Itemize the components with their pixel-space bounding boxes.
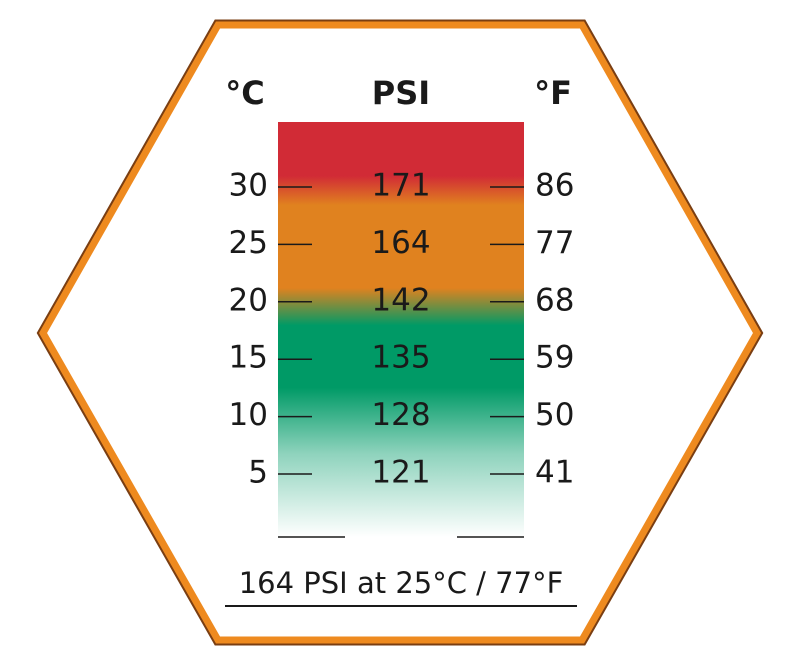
header-celsius: °C [225,74,264,112]
header-fahrenheit: °F [534,74,572,112]
gradient-bar [278,122,524,537]
fahrenheit-value: 77 [535,225,574,261]
psi-value: 121 [371,455,430,491]
fahrenheit-value: 59 [535,340,574,376]
celsius-value: 30 [229,168,268,204]
celsius-value: 20 [229,282,268,318]
fahrenheit-value: 86 [535,168,574,204]
fahrenheit-value: 50 [535,397,574,433]
celsius-value: 10 [229,397,268,433]
celsius-value: 15 [229,340,268,376]
header-psi: PSI [372,74,430,112]
psi-value: 171 [371,168,430,204]
psi-value: 142 [371,282,430,318]
celsius-value: 5 [248,455,268,491]
celsius-value: 25 [229,225,268,261]
psi-value: 128 [371,397,430,433]
psi-value: 164 [371,225,430,261]
footer-note: 164 PSI at 25°C / 77°F [239,566,564,600]
fahrenheit-value: 68 [535,282,574,318]
fahrenheit-value: 41 [535,455,574,491]
psi-value: 135 [371,340,430,376]
